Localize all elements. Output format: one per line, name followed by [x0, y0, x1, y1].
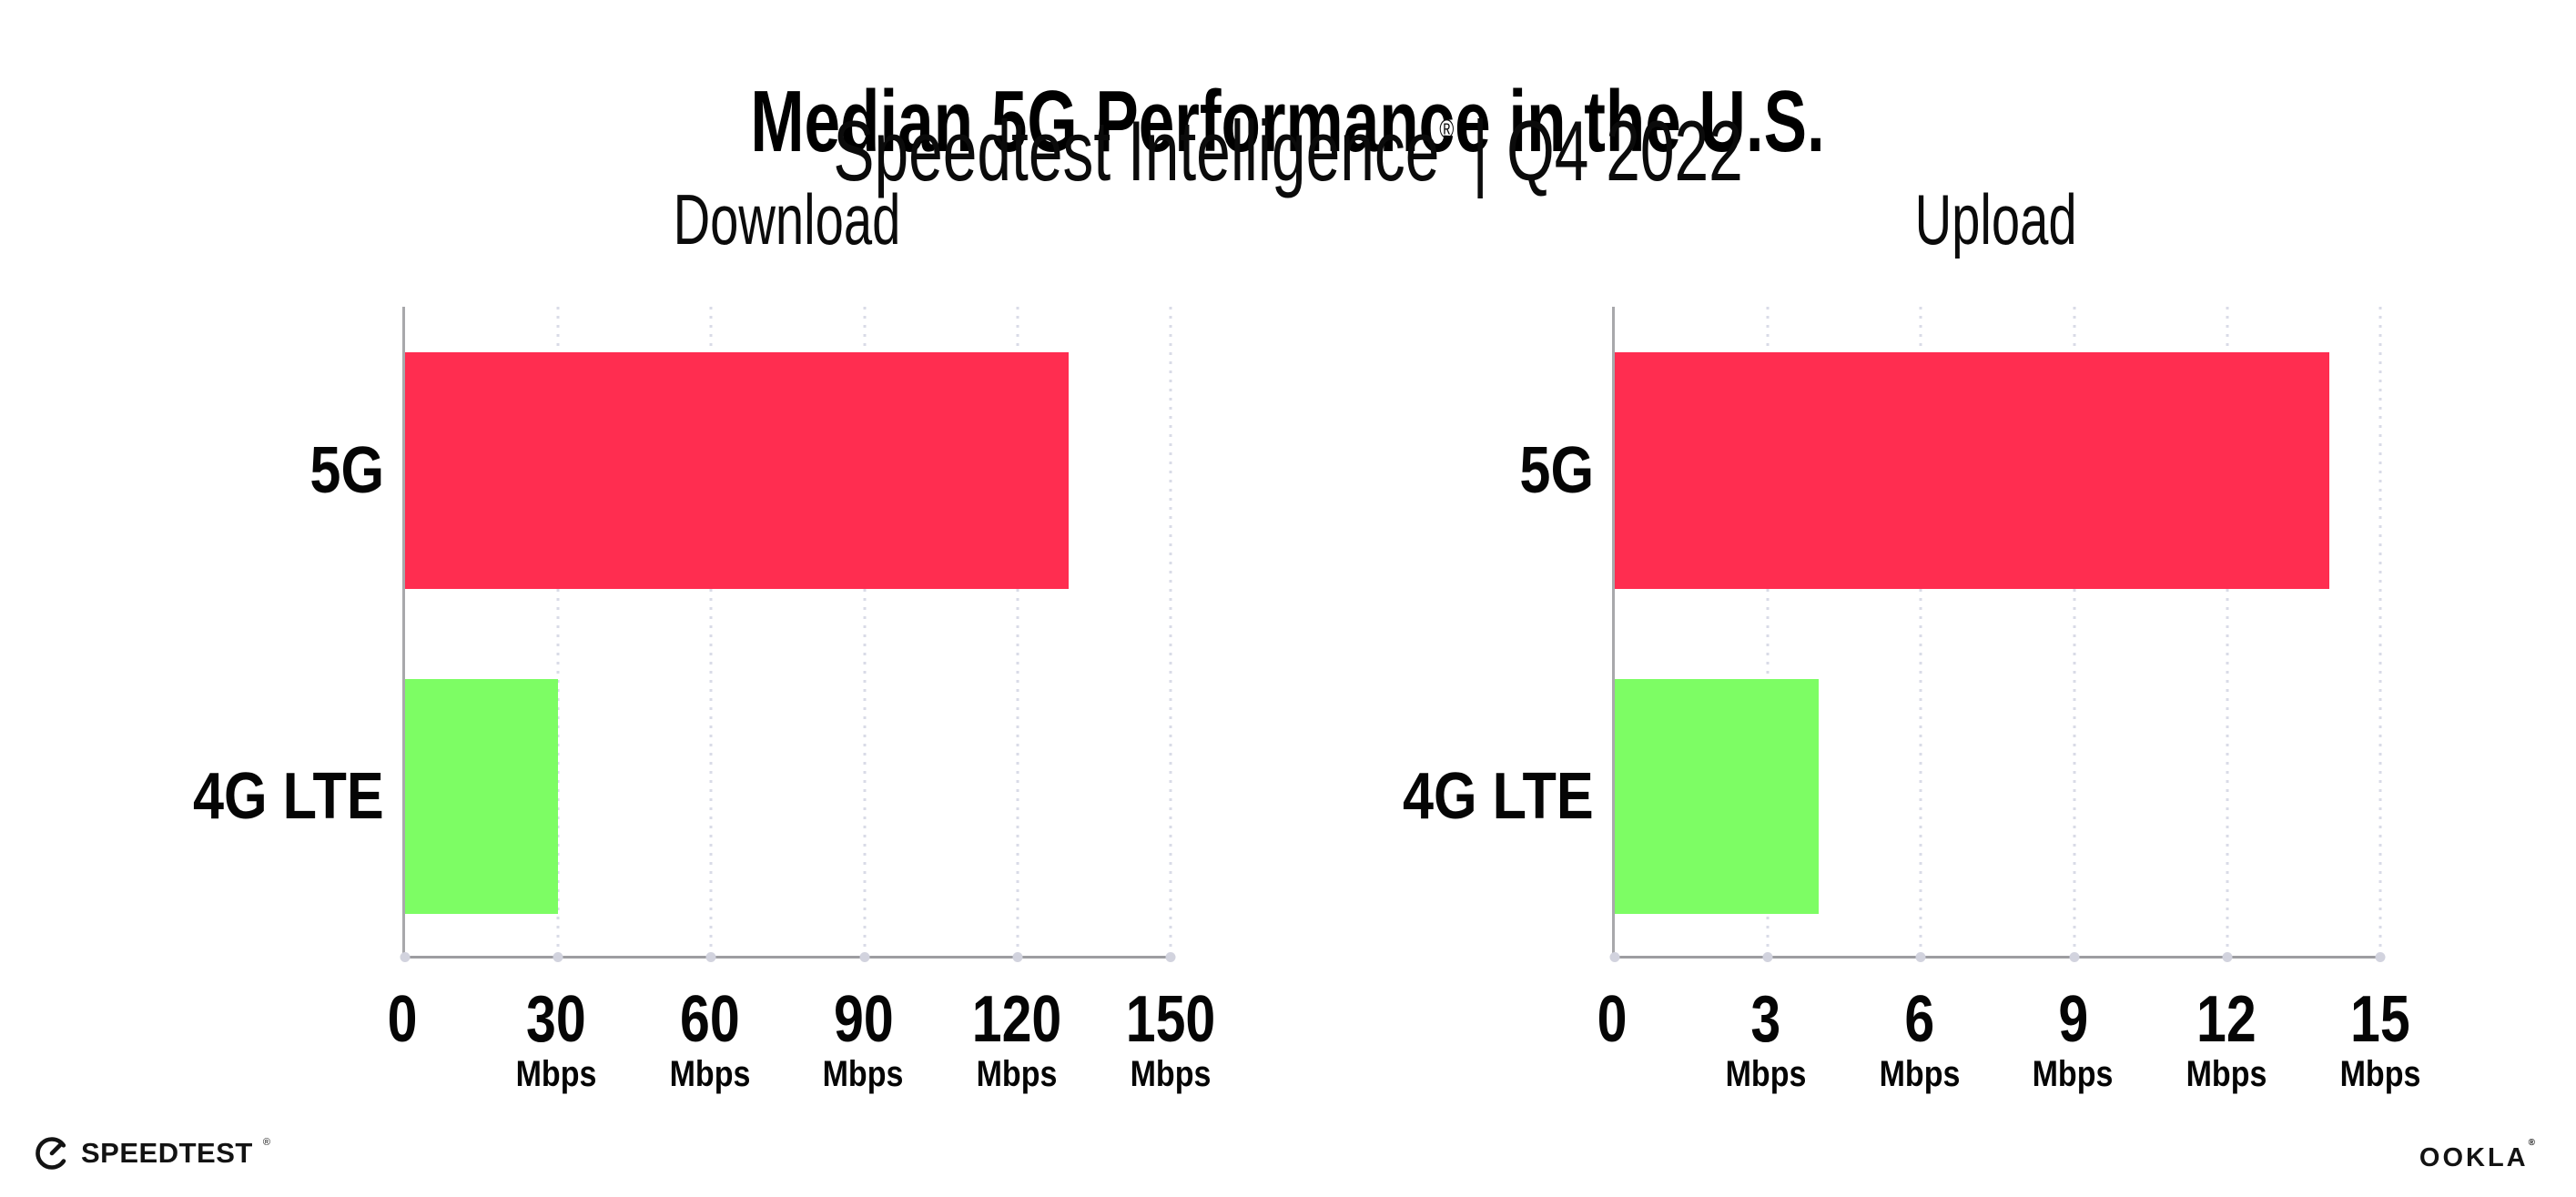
x-tick-value: 12 [2196, 983, 2257, 1056]
category-label-5g: 5G [1312, 437, 1594, 504]
x-tick-3: 3 Mbps [1719, 986, 1813, 1093]
x-tick-value: 150 [1125, 983, 1216, 1056]
x-tick-12: 12 Mbps [2179, 986, 2274, 1093]
ookla-wordmark: OOKLA [2419, 1143, 2529, 1172]
axis-tick-dot [553, 952, 563, 962]
axis-tick-dot [705, 952, 716, 962]
axis-tick-dot [1012, 952, 1023, 962]
x-tick-value: 9 [2057, 983, 2088, 1056]
category-label-4g-lte: 4G LTE [1312, 763, 1594, 830]
x-tick-unit: Mbps [976, 1054, 1058, 1094]
x-tick-15: 15 Mbps [2333, 986, 2428, 1093]
subtitle-brand: Speedtest Intelligence [833, 103, 1440, 198]
x-tick-value: 6 [1904, 983, 1935, 1056]
speedtest-wordmark: SPEEDTEST [81, 1137, 253, 1169]
upload-chart-title: Upload [1915, 178, 2077, 259]
bar-5g [405, 352, 1069, 589]
gridline-12 [2226, 307, 2229, 956]
x-tick-9: 9 Mbps [2025, 986, 2120, 1093]
x-tick-unit: Mbps [1879, 1054, 1960, 1094]
axis-tick-dot [1609, 952, 1620, 962]
x-tick-unit: Mbps [2033, 1054, 2114, 1094]
axis-tick-dot [400, 952, 411, 962]
axis-tick-dot [2375, 952, 2386, 962]
category-label-text: 5G [1519, 434, 1594, 507]
page-subtitle: Speedtest Intelligence® | Q4 2022 [0, 106, 2576, 218]
ookla-registered-mark: ® [2528, 1138, 2538, 1149]
x-tick-120: 120 Mbps [962, 986, 1071, 1093]
x-tick-unit: Mbps [1130, 1054, 1212, 1094]
axis-tick-dot [859, 952, 870, 962]
gridline-6 [1919, 307, 1922, 956]
x-tick-unit: Mbps [823, 1054, 904, 1094]
download-chart: Download 0 30 Mbps 60 Mbps 90 Mbps 120 Mbps 150 Mb… [102, 117, 1303, 1127]
x-tick-unit: Mbps [2186, 1054, 2267, 1094]
x-tick-6: 6 Mbps [1871, 986, 1966, 1093]
category-label-text: 5G [309, 434, 384, 507]
subtitle-separator: | [1472, 103, 1488, 198]
page-title-text: Median 5G Performance in the U.S. [750, 73, 1826, 171]
gridline-90 [863, 307, 867, 956]
x-tick-value: 0 [387, 983, 418, 1056]
download-chart-title: Download [673, 178, 900, 259]
x-tick-value: 0 [1597, 983, 1628, 1056]
category-label-text: 4G LTE [193, 760, 384, 833]
x-tick-unit: Mbps [669, 1054, 750, 1094]
bar-4g-lte [1615, 679, 1820, 914]
axis-tick-dot [2069, 952, 2080, 962]
category-label-4g-lte: 4G LTE [102, 763, 384, 830]
x-tick-30: 30 Mbps [509, 986, 603, 1093]
x-tick-unit: Mbps [1725, 1054, 1807, 1094]
speedtest-registered-mark: ® [262, 1137, 270, 1148]
download-x-axis: 0 30 Mbps 60 Mbps 90 Mbps 120 Mbps 150 Mbps [388, 986, 1216, 1122]
x-tick-unit: Mbps [2339, 1054, 2421, 1094]
speedtest-gauge-icon [35, 1137, 68, 1170]
gridline-15 [2378, 307, 2382, 956]
x-tick-0: 0 [1594, 986, 1630, 1053]
axis-tick-dot [1915, 952, 1926, 962]
subtitle-period: Q4 2022 [1506, 103, 1743, 198]
x-tick-value: 60 [679, 983, 740, 1056]
category-label-5g: 5G [102, 437, 384, 504]
x-tick-unit: Mbps [515, 1054, 597, 1094]
x-tick-90: 90 Mbps [816, 986, 910, 1093]
gridline-120 [1016, 307, 1019, 956]
x-tick-150: 150 Mbps [1116, 986, 1225, 1093]
axis-tick-dot [2222, 952, 2233, 962]
gridline-30 [556, 307, 560, 956]
axis-tick-dot [1762, 952, 1773, 962]
x-tick-value: 3 [1750, 983, 1781, 1056]
x-tick-value: 30 [525, 983, 586, 1056]
ookla-logo: OOKLA® [2419, 1138, 2538, 1173]
x-tick-60: 60 Mbps [662, 986, 756, 1093]
x-tick-value: 15 [2350, 983, 2410, 1056]
gridline-9 [2073, 307, 2076, 956]
registered-mark: ® [1439, 115, 1455, 145]
bar-4g-lte [405, 679, 559, 914]
gridline-60 [709, 307, 713, 956]
download-plot-area [400, 307, 1176, 962]
upload-x-axis: 0 3 Mbps 6 Mbps 9 Mbps 12 Mbps 15 Mbps [1597, 986, 2421, 1122]
upload-chart: Upload 0 3 Mbps 6 Mbps 9 Mbps 12 Mbps 15 Mbps 5G 4G… [1312, 117, 2513, 1127]
speedtest-logo: SPEEDTEST ® [33, 1134, 270, 1172]
upload-plot-area [1609, 307, 2386, 962]
category-label-text: 4G LTE [1403, 760, 1594, 833]
gridline-150 [1169, 307, 1172, 956]
bar-5g [1615, 352, 2329, 589]
page-subtitle-text: Speedtest Intelligence® | Q4 2022 [833, 106, 1742, 218]
x-tick-value: 90 [833, 983, 894, 1056]
gridline-3 [1766, 307, 1770, 956]
axis-tick-dot [1165, 952, 1176, 962]
page-title: Median 5G Performance in the U.S. [0, 76, 2576, 167]
x-tick-value: 120 [971, 983, 1062, 1056]
x-tick-0: 0 [384, 986, 421, 1053]
